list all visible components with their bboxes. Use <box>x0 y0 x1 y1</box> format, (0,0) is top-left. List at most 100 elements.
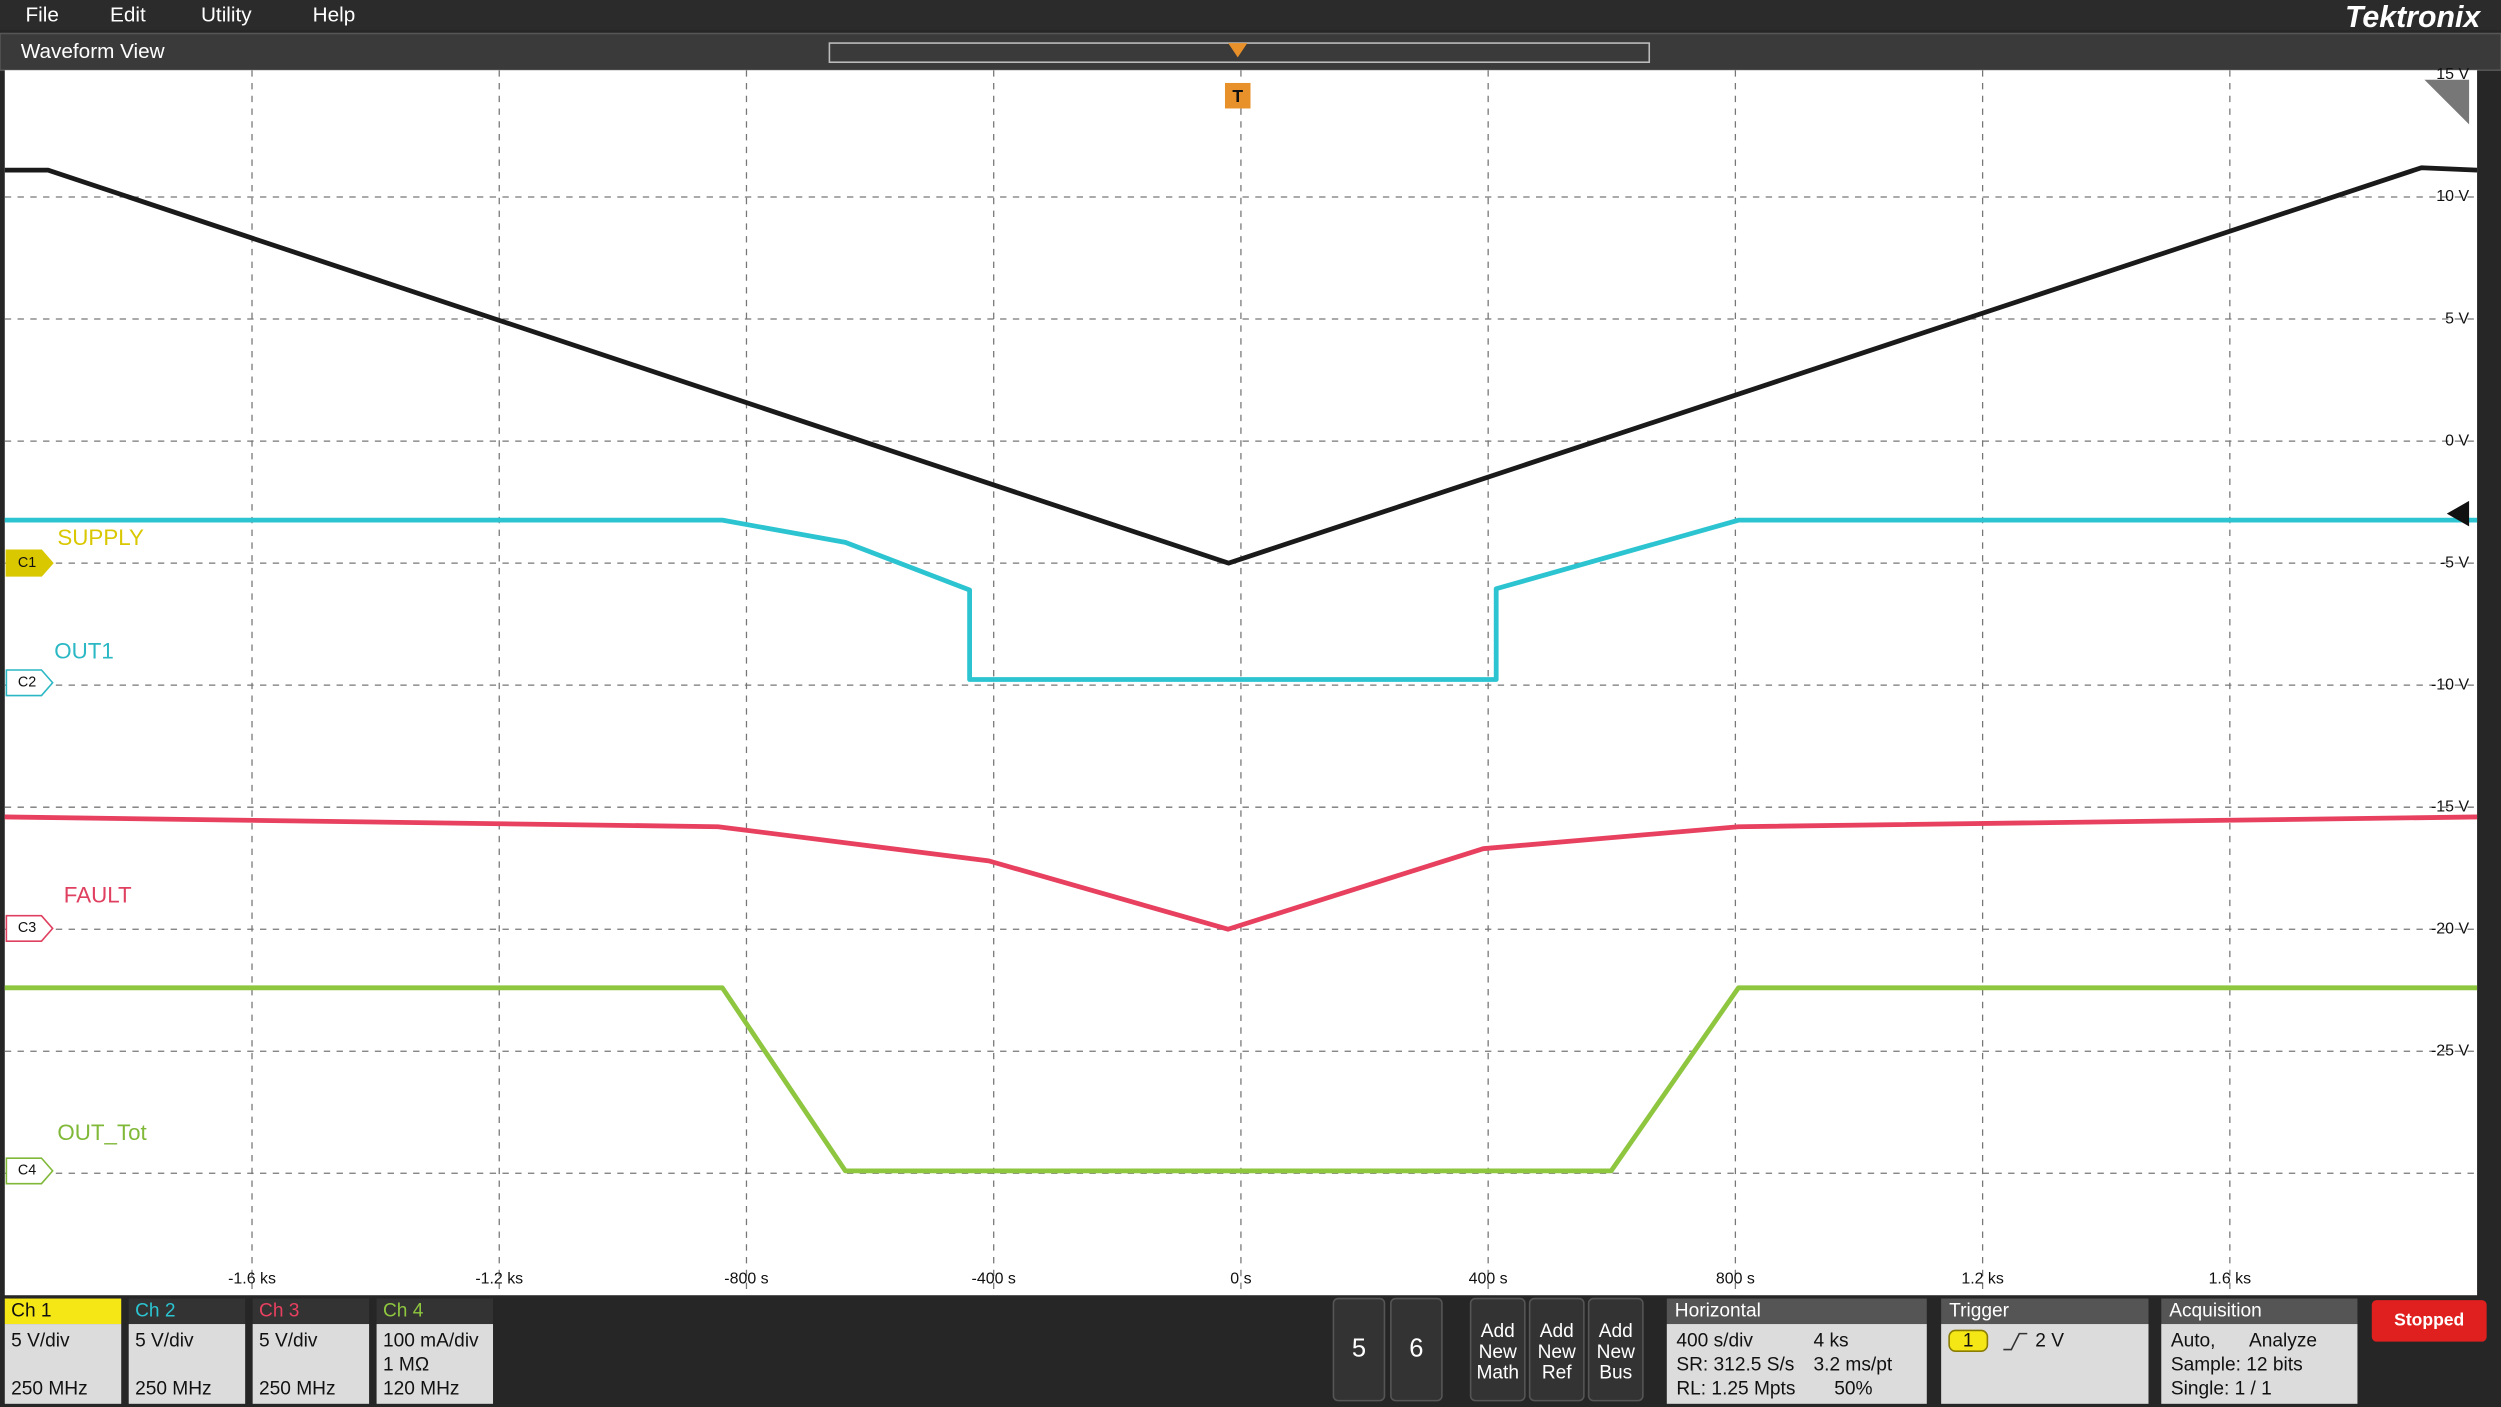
waveform <box>4 517 2478 682</box>
channel-marker[interactable] <box>5 549 54 577</box>
horizontal-scale: 400 s/div <box>1676 1331 1753 1352</box>
panel-header-label: Trigger <box>1949 1300 2009 1321</box>
channel-body[interactable] <box>376 1324 494 1404</box>
channel-name: OUT1 <box>54 638 114 663</box>
math-ref-button[interactable] <box>1332 1297 1386 1402</box>
panel-body[interactable] <box>1666 1324 1927 1404</box>
channel-marker-label: C2 <box>18 675 36 691</box>
trigger-slope-icon <box>2003 1332 2028 1351</box>
channel-header[interactable] <box>128 1298 246 1325</box>
add-button-label: Add <box>1540 1321 1574 1342</box>
add-button[interactable] <box>1469 1297 1526 1402</box>
corner-zoom[interactable] <box>2424 79 2470 125</box>
acquisition-sample: Sample: 12 bits <box>2171 1355 2303 1376</box>
add-button-label: New <box>1479 1342 1517 1363</box>
channel-scale: 5 V/div <box>135 1331 194 1352</box>
menu-item[interactable]: Help <box>313 3 356 26</box>
waveform <box>4 165 2478 566</box>
add-button-label: New <box>1597 1342 1635 1363</box>
y-tick-label: 10 V <box>2436 188 2469 205</box>
channel-bandwidth: 120 MHz <box>383 1379 460 1400</box>
acquisition-mode: Auto, <box>2171 1331 2216 1352</box>
trigger-source-badge <box>1948 1329 1989 1352</box>
view-title: Waveform View <box>21 40 166 63</box>
add-button-label: Bus <box>1599 1363 1632 1384</box>
add-button-label: Add <box>1599 1321 1633 1342</box>
panel-header[interactable] <box>2161 1298 2358 1325</box>
menu-item[interactable]: Utility <box>201 3 252 26</box>
channel-scale: 100 mA/div <box>383 1331 479 1352</box>
trigger-position-marker <box>1228 43 1248 58</box>
channel-scale: 5 V/div <box>11 1331 70 1352</box>
title-bar <box>0 32 2501 71</box>
acquisition-single: Single: 1 / 1 <box>2171 1379 2272 1400</box>
x-tick-label: 1.2 ks <box>1961 1271 2004 1288</box>
channel-body[interactable] <box>4 1324 122 1404</box>
add-button[interactable] <box>1528 1297 1585 1402</box>
y-tick-label: 0 V <box>2445 432 2469 449</box>
channel-name: OUT_Tot <box>57 1120 147 1145</box>
waveform <box>4 985 2478 1174</box>
x-tick-label: 1.6 ks <box>2209 1271 2252 1288</box>
channel-marker[interactable] <box>5 1157 54 1185</box>
x-tick-label: 800 s <box>1716 1271 1755 1288</box>
channel-body[interactable] <box>128 1324 246 1404</box>
channel-scale: 5 V/div <box>259 1331 318 1352</box>
math-ref-button[interactable] <box>1390 1297 1443 1402</box>
x-tick-label: 0 s <box>1230 1271 1251 1288</box>
run-stop-button[interactable] <box>2371 1300 2487 1342</box>
y-tick-label: -10 V <box>2431 676 2469 693</box>
channel-header[interactable] <box>4 1298 122 1325</box>
add-button-label: New <box>1538 1342 1576 1363</box>
channel-marker-label: C4 <box>18 1163 36 1179</box>
channel-bandwidth: 250 MHz <box>135 1379 212 1400</box>
channel-name: FAULT <box>64 882 132 907</box>
horizontal-record-length: RL: 1.25 Mpts <box>1676 1379 1795 1400</box>
horizontal-duration: 4 ks <box>1814 1331 1849 1352</box>
channel-header-label: Ch 2 <box>135 1300 175 1321</box>
menu: File Edit Utility Help <box>26 3 356 26</box>
channel-marker-label: C1 <box>18 555 36 571</box>
x-tick-label: -400 s <box>972 1271 1016 1288</box>
channel-bandwidth: 250 MHz <box>11 1379 88 1400</box>
channel-detail: 1 MΩ <box>383 1355 429 1376</box>
channel-header[interactable] <box>252 1298 370 1325</box>
plot: -1.6 ks -1.2 ks -800 s -400 s 0 s 400 s 800 s 1… <box>4 66 2478 1296</box>
x-tick-label: 400 s <box>1469 1271 1508 1288</box>
x-tick-label: -800 s <box>724 1271 768 1288</box>
trigger-marker <box>1224 82 1251 109</box>
channel-marker[interactable] <box>5 914 54 942</box>
trigger-marker-icon: T <box>1232 86 1243 106</box>
button-label: 6 <box>1409 1334 1423 1362</box>
brand: Tektronix <box>2345 1 2481 34</box>
panel-header-label: Acquisition <box>2169 1300 2261 1321</box>
horizontal-time-per-point: 3.2 ms/pt <box>1814 1355 1893 1376</box>
panel-header[interactable] <box>1666 1298 1927 1325</box>
panel-header[interactable] <box>1941 1298 2149 1325</box>
trigger-source: 1 <box>1963 1331 1974 1352</box>
y-tick-label: 5 V <box>2445 310 2469 327</box>
channel-body[interactable] <box>252 1324 370 1404</box>
menu-item[interactable]: Edit <box>110 3 146 26</box>
button-label: 5 <box>1352 1334 1366 1362</box>
menu-item[interactable]: File <box>26 3 59 26</box>
add-button[interactable] <box>1587 1297 1644 1402</box>
channel-header[interactable] <box>376 1298 494 1325</box>
y-tick-label: -5 V <box>2440 554 2470 571</box>
panel-header-label: Horizontal <box>1675 1300 1761 1321</box>
y-tick-label: -25 V <box>2431 1042 2469 1059</box>
x-tick-label: -1.2 ks <box>475 1271 523 1288</box>
y-tick-label: -15 V <box>2431 798 2469 815</box>
trigger-level-marker <box>2446 500 2470 527</box>
panel-body[interactable] <box>2161 1324 2358 1404</box>
horizontal-position: 50% <box>1834 1379 1872 1400</box>
settings-bar: Ch 1 5 V/div 250 MHz Ch 2 5 V/div 250 MHz Ch 3… <box>4 1297 2487 1404</box>
add-button-label: Ref <box>1542 1363 1572 1384</box>
x-tick-label: -1.6 ks <box>228 1271 276 1288</box>
y-tick-label: -20 V <box>2431 920 2469 937</box>
channel-marker[interactable] <box>5 669 54 697</box>
trigger-level: 2 V <box>2035 1331 2064 1352</box>
add-button-label: Math <box>1476 1363 1519 1384</box>
